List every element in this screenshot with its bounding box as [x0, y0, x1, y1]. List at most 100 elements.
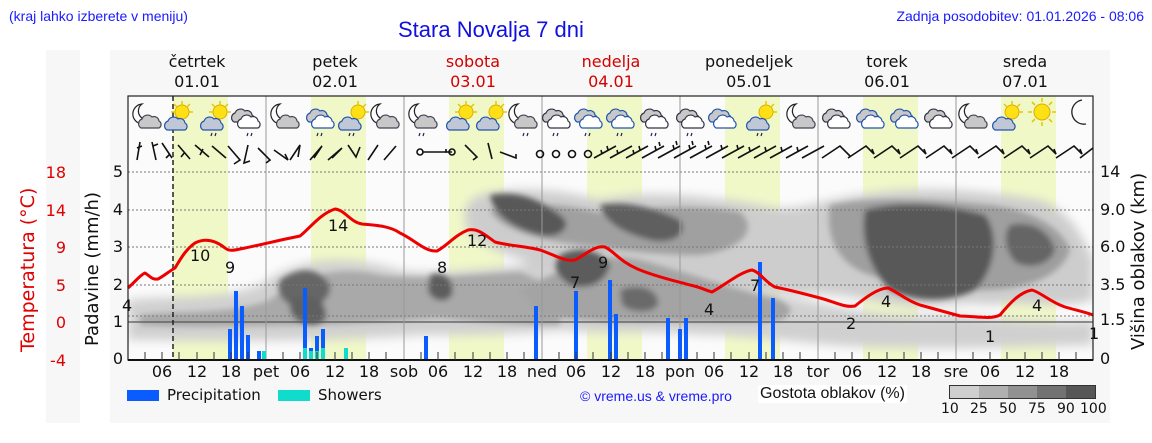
temp-tick: 14: [45, 201, 66, 220]
svg-text:12: 12: [467, 231, 487, 250]
x-tick: 06: [151, 362, 173, 381]
temp-tick: 0: [55, 313, 66, 332]
last-updated: Zadnja posodobitev: 01.01.2026 - 08:06: [896, 8, 1144, 24]
sun-cloud-icon: [446, 101, 477, 131]
cloud-density-scale: [949, 385, 1096, 399]
x-tick: 18: [358, 362, 380, 381]
moon-cloud-icon: [786, 103, 816, 129]
showers-legend-label: Showers: [318, 386, 382, 404]
x-tick: 18: [1048, 362, 1070, 381]
x-tick: 06: [979, 362, 1001, 381]
scale-label: 90: [1057, 401, 1075, 417]
day-label: petek 02.01: [312, 52, 358, 91]
sun-icon: [1028, 98, 1056, 126]
x-tick: 12: [876, 362, 898, 381]
x-tick: 12: [738, 362, 760, 381]
day-label: torek 06.01: [864, 52, 910, 91]
moon-cloud-icon: [132, 103, 162, 129]
scale-label: 10: [941, 401, 959, 417]
sun-cloud-icon: [476, 101, 507, 131]
x-tick: 12: [186, 362, 208, 381]
cloud-rain-icon: [306, 108, 335, 137]
x-tick: 06: [841, 362, 863, 381]
wind-barbs: [136, 140, 1094, 165]
svg-text:4: 4: [1032, 296, 1042, 315]
temp-tick: 5: [55, 276, 66, 295]
x-tick: pon: [664, 362, 696, 381]
svg-text:4: 4: [881, 292, 891, 311]
cloud-height-tick: 0: [1100, 349, 1111, 368]
precip-tick: 1: [112, 312, 123, 331]
temperature-axis-panel: [46, 50, 80, 423]
x-tick: ned: [526, 362, 558, 381]
day-label: sobota 03.01: [445, 52, 501, 91]
moon-cloud-rain-icon: [508, 103, 538, 137]
precip-axis-label: Padavine (mm/h): [82, 192, 103, 346]
cloud-rain-icon: [676, 108, 705, 137]
svg-text:7: 7: [570, 273, 580, 292]
precip-tick: 0: [112, 349, 123, 368]
scale-label: 50: [999, 401, 1017, 417]
credit-link[interactable]: © vreme.us & vreme.pro: [580, 388, 732, 404]
cloud-height-tick: 6.0: [1100, 237, 1126, 256]
x-tick: 18: [772, 362, 794, 381]
x-tick: 12: [600, 362, 622, 381]
svg-text:14: 14: [328, 216, 348, 235]
moon-cloud-rain-icon: [408, 103, 438, 137]
svg-text:2: 2: [846, 314, 856, 333]
temperature-axis-label: Temperatura (°C): [17, 187, 39, 352]
cloud-height-tick: 9.0: [1100, 200, 1126, 219]
precip-tick: 4: [112, 200, 123, 219]
cloud-rain-icon: [542, 108, 571, 137]
precipitation-bars: [228, 262, 775, 360]
precip-tick: 5: [112, 162, 123, 181]
svg-text:10: 10: [190, 246, 210, 265]
day-label: ponedeljek 05.01: [705, 52, 793, 91]
svg-text:1: 1: [985, 327, 995, 346]
x-tick: 06: [427, 362, 449, 381]
day-label: nedelja 04.01: [581, 52, 641, 91]
x-tick: 18: [910, 362, 932, 381]
sun-cloud-rain-icon: [338, 101, 369, 137]
temp-tick: 9: [55, 238, 66, 257]
scale-step: [1066, 386, 1095, 398]
moon-cloud-icon: [270, 103, 300, 129]
scale-label: 100: [1080, 401, 1107, 417]
x-tick: 18: [220, 362, 242, 381]
x-tick: pet: [252, 362, 280, 381]
scale-step: [1008, 386, 1037, 398]
x-tick: sre: [943, 362, 969, 381]
svg-text:7: 7: [750, 276, 760, 295]
moon-icon: [1071, 99, 1087, 125]
svg-text:4: 4: [122, 296, 132, 315]
sun-cloud-rain-icon: [746, 101, 777, 137]
x-tick: 18: [634, 362, 656, 381]
precip-tick: 2: [112, 275, 123, 294]
svg-text:9: 9: [225, 258, 235, 277]
cloud-height-tick: 14: [1100, 162, 1121, 181]
weather-icons: [132, 98, 1087, 137]
x-tick: tor: [806, 362, 830, 381]
temp-tick: 18: [45, 163, 66, 182]
scale-step: [950, 386, 979, 398]
cloud-rain-icon: [640, 108, 669, 137]
minor-ticks: [144, 352, 1077, 360]
location-menu-note: (kraj lahko izberete v meniju): [9, 8, 188, 24]
sun-cloud-icon: [164, 101, 193, 131]
cloud-height-tick: 3.5: [1100, 275, 1126, 294]
x-tick: 06: [289, 362, 311, 381]
day-label: četrtek 01.01: [168, 52, 226, 91]
svg-text:4: 4: [704, 300, 714, 319]
moon-cloud-icon: [958, 103, 988, 129]
svg-text:1: 1: [1089, 324, 1099, 343]
sun-cloud-rain-icon: [200, 101, 231, 137]
temp-tick: -4: [50, 351, 66, 370]
x-tick: 06: [703, 362, 725, 381]
x-tick: 06: [565, 362, 587, 381]
grid-lines: [128, 171, 1093, 317]
precipitation-swatch: [127, 390, 159, 401]
x-tick: 18: [496, 362, 518, 381]
x-tick: 12: [1014, 362, 1036, 381]
cloud-height-axis-label: Višina oblakov (km): [1128, 172, 1149, 350]
